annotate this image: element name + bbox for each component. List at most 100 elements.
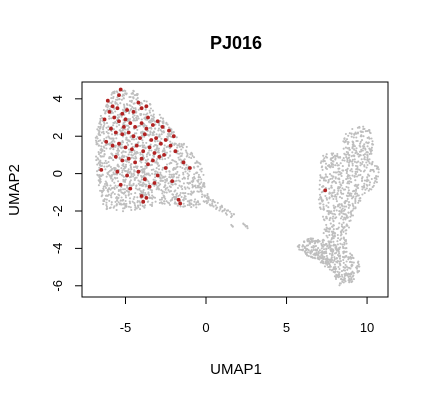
background-point (143, 206, 146, 209)
background-point (131, 92, 135, 95)
background-point (208, 203, 211, 206)
background-point (323, 244, 326, 247)
background-point (119, 188, 122, 191)
highlight-point (131, 134, 136, 139)
background-point (220, 204, 223, 207)
highlight-point (173, 149, 178, 154)
background-point (351, 146, 354, 149)
background-point (335, 195, 338, 198)
background-point (338, 210, 341, 213)
background-point (200, 170, 203, 173)
background-point (321, 255, 324, 258)
background-point (115, 199, 118, 202)
background-point (138, 180, 141, 183)
background-point (338, 170, 341, 174)
background-point (322, 248, 326, 251)
background-point (129, 95, 132, 99)
background-point (133, 196, 136, 199)
background-point (102, 132, 105, 135)
background-point (151, 109, 154, 112)
background-point (355, 139, 358, 143)
background-point (126, 141, 129, 144)
background-point (126, 186, 129, 189)
background-point (131, 200, 134, 203)
background-point (177, 156, 180, 159)
background-point (353, 145, 356, 148)
background-point (119, 102, 122, 105)
background-point (99, 114, 102, 117)
background-point (123, 121, 126, 124)
background-point (323, 265, 327, 268)
background-point (166, 136, 169, 140)
background-point (140, 161, 143, 164)
background-point (347, 201, 351, 204)
highlight-point (122, 125, 126, 129)
background-point (105, 130, 108, 133)
background-point (100, 164, 103, 167)
background-point (123, 202, 126, 206)
background-point (105, 143, 108, 146)
highlight-point (131, 110, 136, 114)
background-point (106, 106, 109, 109)
background-point (158, 198, 162, 201)
background-point (341, 159, 344, 162)
background-point (121, 210, 125, 213)
background-point (95, 135, 98, 138)
background-point (160, 137, 163, 140)
background-point (168, 173, 171, 176)
background-point (363, 127, 366, 130)
highlight-point (120, 132, 125, 137)
background-point (127, 190, 131, 194)
background-point (344, 232, 348, 235)
background-point (326, 244, 329, 247)
background-point (155, 144, 158, 147)
background-point (223, 208, 226, 211)
background-point (325, 234, 328, 237)
background-point (354, 189, 358, 192)
background-point (134, 176, 137, 179)
background-point (322, 207, 326, 211)
background-point (102, 200, 105, 203)
background-point (148, 153, 151, 157)
background-point (349, 255, 352, 259)
background-point (170, 131, 173, 134)
background-point (102, 155, 105, 158)
background-point (149, 126, 153, 129)
chart-title: PJ016 (210, 33, 262, 53)
background-point (330, 159, 333, 162)
background-point (97, 184, 100, 187)
background-point (111, 178, 114, 181)
background-point (332, 175, 335, 178)
background-point (363, 164, 366, 167)
background-point (121, 128, 125, 131)
background-point (344, 266, 347, 269)
background-point (314, 244, 318, 248)
background-point (325, 198, 329, 201)
background-point (320, 166, 323, 169)
background-point (145, 173, 148, 176)
background-point (160, 189, 163, 192)
background-point (361, 188, 364, 191)
background-point (160, 198, 163, 201)
background-point (348, 266, 351, 269)
background-point (138, 124, 141, 127)
highlight-point (107, 110, 112, 114)
background-point (121, 174, 124, 177)
background-point (188, 156, 191, 159)
background-point (356, 184, 359, 187)
background-point (116, 151, 120, 154)
background-point (346, 142, 349, 145)
background-point (112, 121, 115, 124)
background-point (149, 119, 152, 122)
background-point (192, 179, 195, 182)
background-point (165, 170, 168, 173)
background-point (325, 252, 328, 255)
highlight-point (136, 169, 141, 174)
background-point (184, 192, 187, 195)
background-point (127, 205, 131, 208)
highlight-point (117, 93, 121, 97)
background-point (141, 130, 144, 133)
background-point (173, 143, 176, 146)
background-point (134, 192, 137, 195)
background-point (361, 160, 364, 164)
